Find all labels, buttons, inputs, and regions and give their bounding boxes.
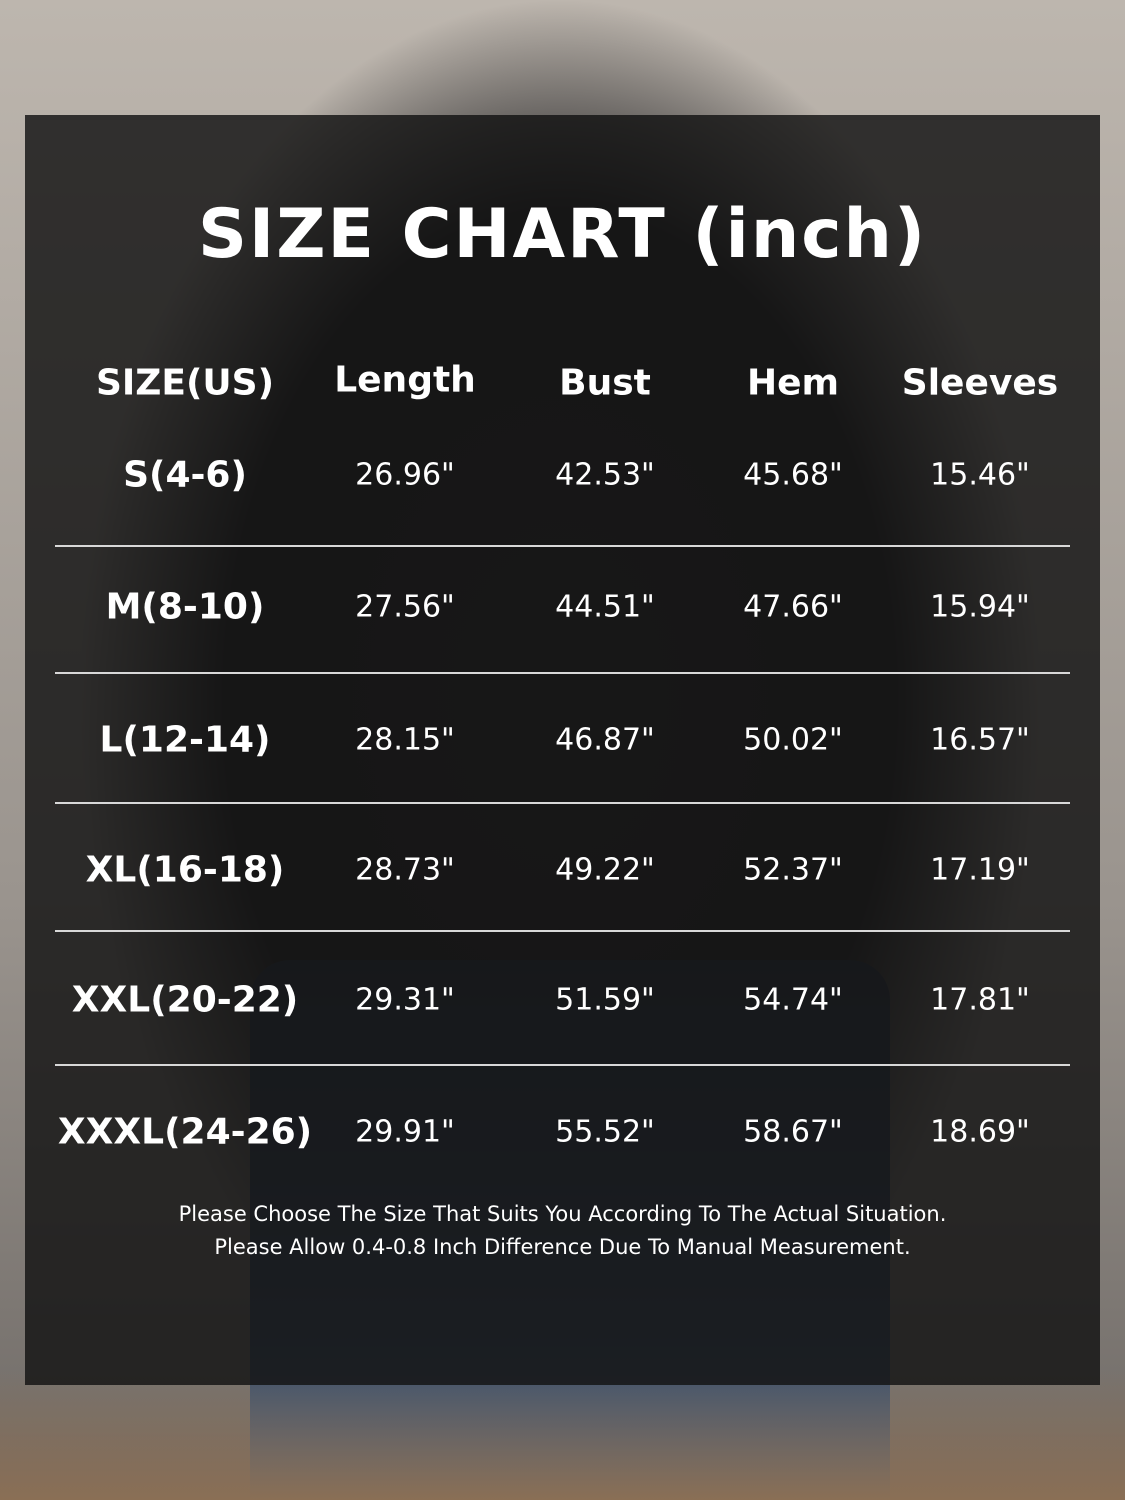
measurement-cell: 29.31" — [355, 982, 455, 1018]
measurement-cell: 17.81" — [930, 982, 1030, 1018]
measurement-cell: 49.22" — [555, 852, 655, 888]
measurement-cell: 42.53" — [555, 457, 655, 493]
size-label: M(8-10) — [105, 586, 265, 628]
measurement-cell: 44.51" — [555, 589, 655, 625]
measurement-cell: 54.74" — [743, 982, 843, 1018]
column-header: SIZE(US) — [95, 362, 275, 404]
measurement-cell: 46.87" — [555, 722, 655, 758]
measurement-cell: 51.59" — [555, 982, 655, 1018]
note-line-2: Please Allow 0.4-0.8 Inch Difference Due… — [214, 1235, 911, 1259]
row-divider — [55, 930, 1070, 932]
measurement-cell: 29.91" — [355, 1114, 455, 1150]
size-label: XL(16-18) — [85, 849, 285, 891]
size-label: L(12-14) — [99, 719, 271, 761]
column-header: Sleeves — [901, 362, 1059, 404]
floor-photo-area — [0, 1370, 1125, 1500]
row-divider — [55, 545, 1070, 547]
row-divider — [55, 672, 1070, 674]
measurement-cell: 17.19" — [930, 852, 1030, 888]
measurement-cell: 47.66" — [743, 589, 843, 625]
measurement-cell: 50.02" — [743, 722, 843, 758]
measurement-cell: 28.15" — [355, 722, 455, 758]
row-divider — [55, 1064, 1070, 1066]
size-chart-panel — [25, 115, 1100, 1385]
column-header: Hem — [746, 362, 840, 404]
measurement-cell: 16.57" — [930, 722, 1030, 758]
size-label: XXL(20-22) — [71, 979, 299, 1021]
column-header: Length — [334, 359, 476, 401]
size-label: S(4-6) — [123, 454, 247, 496]
measurement-cell: 55.52" — [555, 1114, 655, 1150]
chart-title: SIZE CHART (inch) — [197, 195, 928, 274]
measurement-cell: 52.37" — [743, 852, 843, 888]
measurement-cell: 18.69" — [930, 1114, 1030, 1150]
row-divider — [55, 802, 1070, 804]
measurement-cell: 26.96" — [355, 457, 455, 493]
note-line-1: Please Choose The Size That Suits You Ac… — [178, 1202, 947, 1226]
size-label: XXXL(24-26) — [57, 1111, 313, 1153]
measurement-cell: 58.67" — [743, 1114, 843, 1150]
measurement-cell: 28.73" — [355, 852, 455, 888]
column-header: Bust — [559, 362, 651, 404]
measurement-cell: 15.94" — [930, 589, 1030, 625]
measurement-cell: 45.68" — [743, 457, 843, 493]
measurement-cell: 27.56" — [355, 589, 455, 625]
measurement-cell: 15.46" — [930, 457, 1030, 493]
